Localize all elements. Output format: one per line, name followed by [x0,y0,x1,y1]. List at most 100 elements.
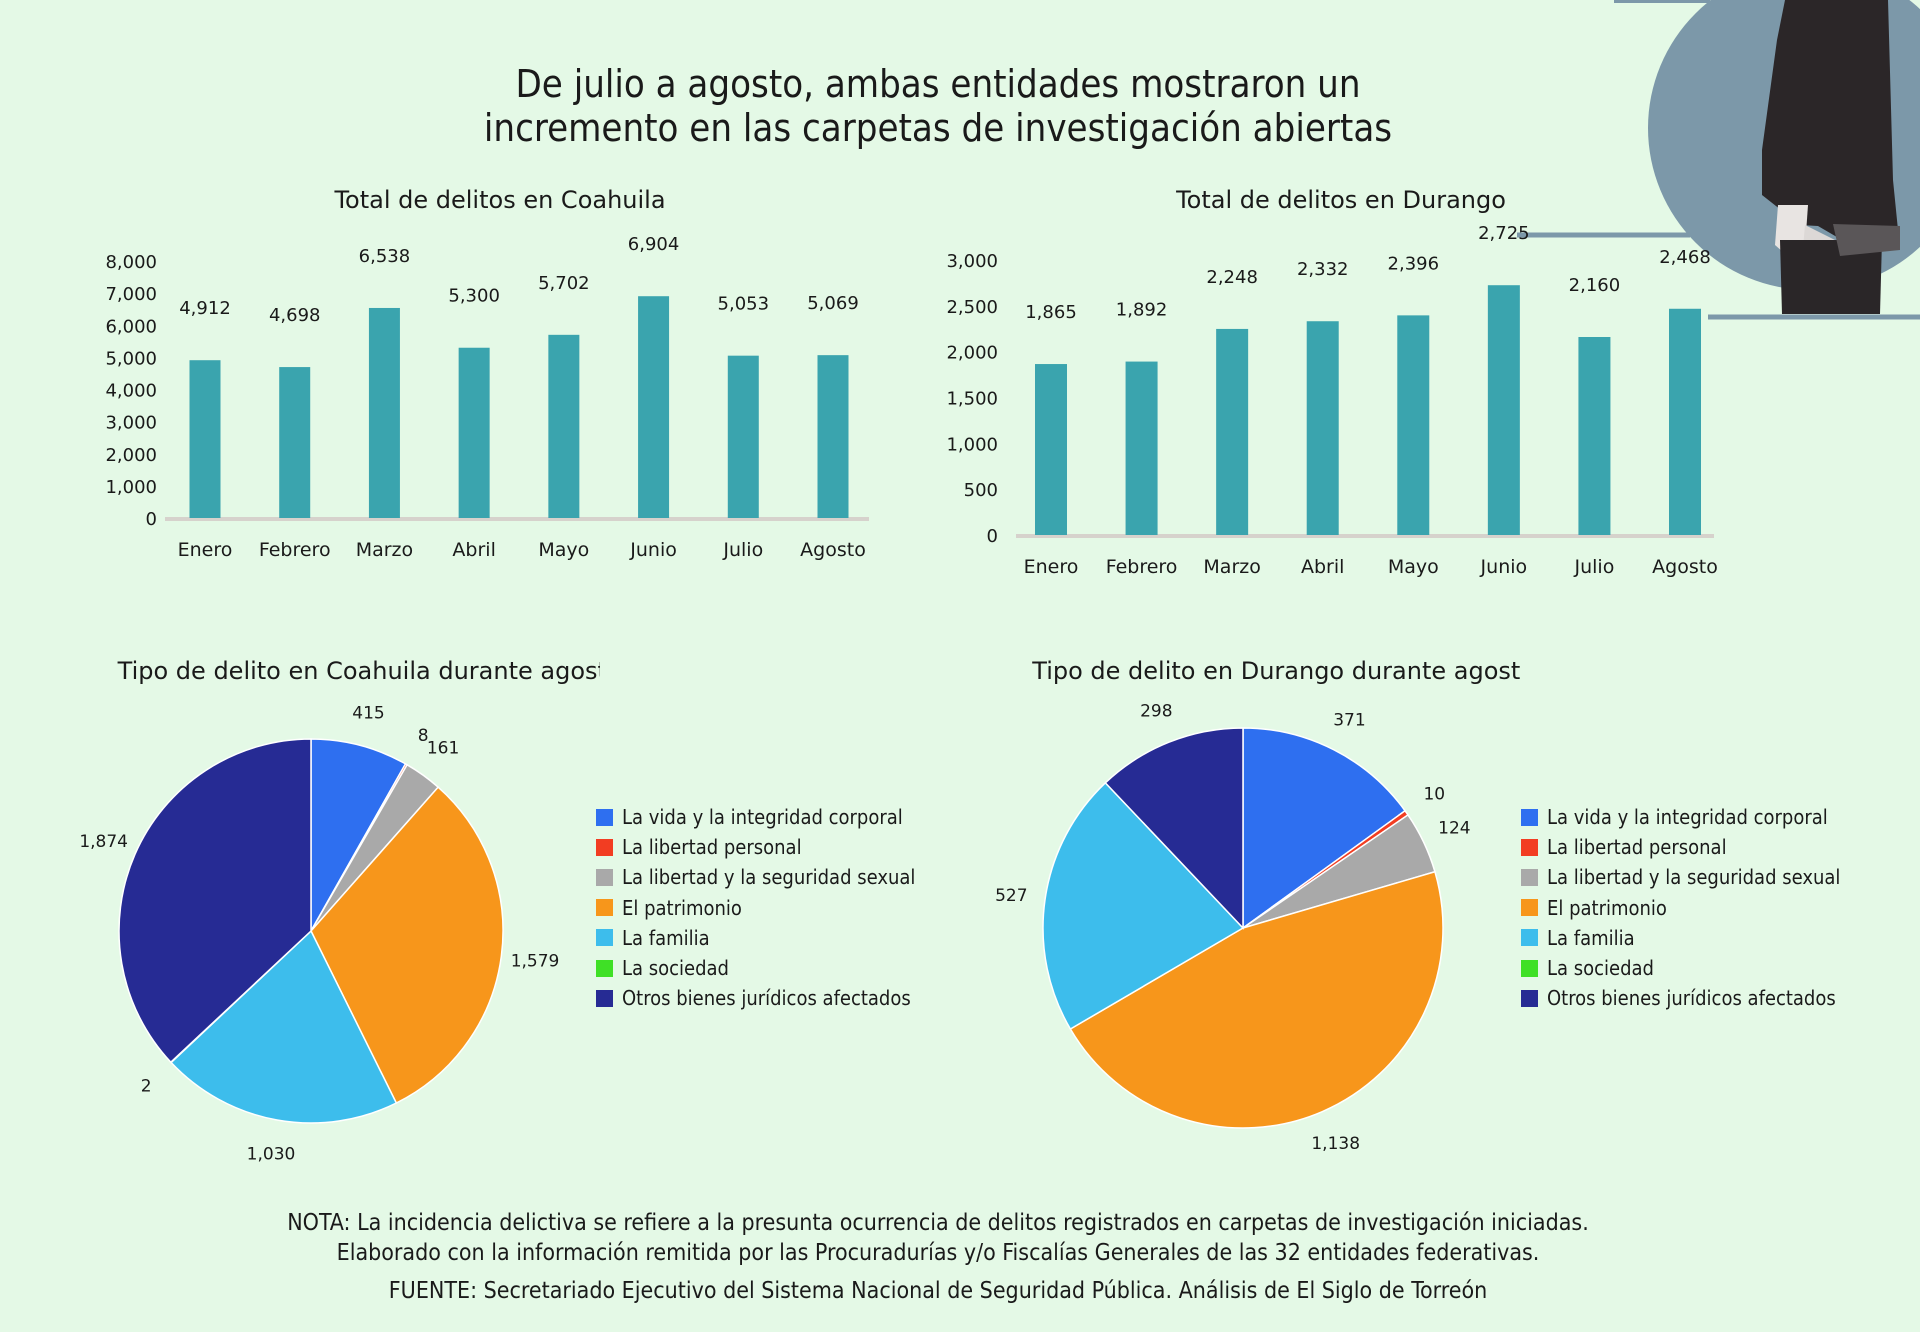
legend-swatch [596,959,613,977]
x-tick-label: Agosto [1652,556,1718,578]
x-tick-label: Enero [178,539,233,561]
y-tick-label: 7,000 [105,284,157,305]
y-tick-label: 0 [987,526,998,547]
pie-slice [170,929,398,1124]
footer-source: FUENTE: Secretariado Ejecutivo del Siste… [388,1278,1488,1304]
slice-label: 161 [427,739,459,759]
main-title-line-1: De julio a agosto, ambas entidades mostr… [515,62,1361,106]
slice-label: 1,579 [511,952,560,972]
data-label: 2,468 [1659,247,1711,268]
pie-chart-durango: Tipo de delito en Durango durante agosto… [995,657,1520,1154]
legend-label: La vida y la integridad corporal [1547,805,1828,830]
y-tick-label: 6,000 [105,316,157,337]
x-tick-label: Febrero [259,539,331,561]
legend-swatch [1521,959,1538,977]
slice-label: 527 [995,886,1027,906]
bar [1397,315,1430,535]
bar [189,360,221,518]
legend-label: La libertad y la seguridad sexual [622,865,916,890]
bar [817,355,849,518]
legend-item: La libertad y la seguridad sexual [596,862,915,892]
legend-item: La familia [596,923,915,953]
legend-swatch [596,929,613,947]
bar [1306,321,1339,535]
legend-swatch [596,868,613,886]
slice-label: 298 [1140,702,1172,722]
y-tick-label: 1,500 [946,389,998,410]
y-tick-label: 0 [146,509,157,530]
pie-slice [1242,727,1407,930]
legend-swatch [596,989,613,1007]
legend-label: La sociedad [622,956,729,981]
legend-item: La sociedad [596,953,915,983]
slice-label: 1,138 [1311,1134,1360,1154]
slice-label: 1,874 [79,832,128,852]
pie-slice [310,738,407,934]
legend-swatch [1521,989,1538,1007]
legend-label: La familia [1547,925,1635,950]
chart-title: Tipo de delito en Coahuila durante agost… [117,657,600,685]
legend-swatch [1521,929,1538,947]
data-label: 5,053 [718,294,770,315]
x-tick-label: Abril [452,539,495,561]
bar [1035,364,1067,535]
legend-swatch [596,808,613,826]
x-tick-label: Junio [1480,556,1528,578]
bar [727,355,759,518]
data-label: 4,698 [269,305,321,326]
data-label: 5,069 [807,293,859,314]
bar [1669,308,1701,535]
pie-slice [1069,870,1444,1129]
x-tick-label: Junio [629,539,677,561]
y-tick-label: 5,000 [105,348,157,369]
data-label: 5,300 [448,286,500,307]
footer-note-line-1: NOTA: La incidencia delictiva se refiere… [287,1210,1589,1236]
legend-label: La sociedad [1547,956,1654,981]
data-label: 2,725 [1478,223,1530,244]
data-label: 1,892 [1116,300,1168,321]
legend-item: La sociedad [1521,953,1840,983]
y-tick-label: 2,000 [105,445,157,466]
data-label: 2,332 [1297,259,1349,280]
x-tick-label: Marzo [356,539,413,561]
data-label: 1,865 [1025,302,1077,323]
legend-label: La libertad personal [1547,835,1727,860]
x-tick-label: Julio [722,539,763,561]
pie-slice [310,786,504,1105]
y-tick-label: 2,500 [946,297,998,318]
y-tick-label: 500 [964,480,998,501]
photo-decoration [1517,0,1920,320]
bar-chart-durango: Total de delitos en Durango 0 500 1,000 1,50… [946,186,1718,578]
person-figure [1762,0,1900,314]
x-tick-label: Julio [1574,556,1615,578]
data-label: 2,248 [1206,267,1258,288]
legend-item: La libertad personal [1521,832,1840,862]
legend-label: La libertad y la seguridad sexual [1547,865,1841,890]
chart-title: Total de delitos en Durango [1175,186,1506,214]
legend-swatch [596,838,613,856]
legend-label: El patrimonio [622,895,742,920]
legend-item: La libertad y la seguridad sexual [1521,862,1840,892]
legend-item: El patrimonio [1521,893,1840,923]
x-tick-label: Agosto [800,539,866,561]
bar [279,367,311,518]
bar [1125,361,1158,535]
x-tick-label: Abril [1301,556,1344,578]
legend-item: El patrimonio [596,893,915,923]
legend-swatch [1521,838,1538,856]
x-tick-label: Mayo [538,539,589,561]
legend-item: La vida y la integridad corporal [1521,802,1840,832]
chart-title: Total de delitos en Coahuila [333,186,665,214]
slice-label: 415 [352,703,384,723]
data-label: 4,912 [179,298,231,319]
legend-durango: La vida y la integridad corporal La liber… [1521,802,1840,1013]
legend-label: La libertad personal [622,835,802,860]
bar [1216,328,1249,535]
y-tick-label: 2,000 [946,343,998,364]
legend-item: Otros bienes jurídicos afectados [1521,983,1840,1013]
bar [1578,337,1611,535]
bar [638,296,670,518]
legend-item: La vida y la integridad corporal [596,802,915,832]
slice-label: 124 [1438,819,1470,839]
slice-label: 371 [1333,711,1365,731]
